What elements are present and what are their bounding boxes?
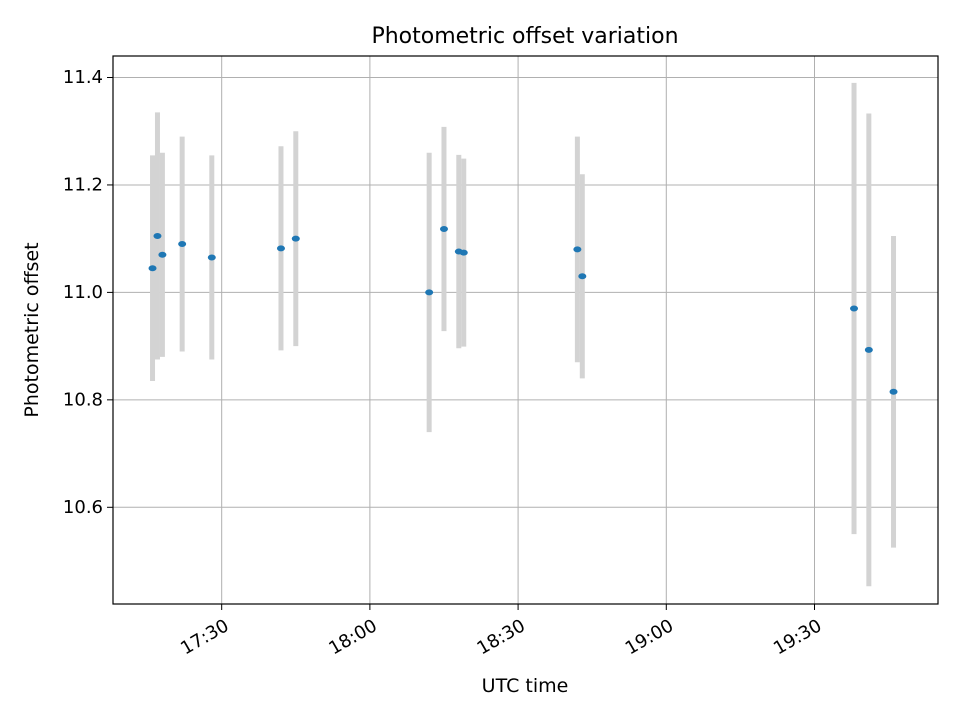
x-axis-label: UTC time xyxy=(482,675,569,697)
data-point xyxy=(578,273,587,280)
data-point xyxy=(459,249,468,256)
y-tick-label: 11.2 xyxy=(63,174,103,195)
y-tick-label: 11.4 xyxy=(63,67,103,88)
data-point xyxy=(291,235,300,242)
point-layer xyxy=(148,225,898,395)
grid-layer xyxy=(113,56,938,604)
data-point xyxy=(425,289,434,296)
chart-title: Photometric offset variation xyxy=(371,24,678,49)
data-point xyxy=(178,241,187,248)
data-point xyxy=(573,246,582,253)
data-point xyxy=(158,251,167,258)
y-tick-label: 11.0 xyxy=(63,282,103,303)
y-tick-label: 10.6 xyxy=(63,497,103,518)
data-point xyxy=(850,305,859,312)
y-axis-label: Photometric offset xyxy=(21,242,43,417)
data-point xyxy=(864,346,873,353)
data-point xyxy=(148,265,157,272)
plot-frame xyxy=(112,55,939,605)
data-point xyxy=(276,245,285,252)
data-point xyxy=(207,254,216,261)
data-point xyxy=(889,388,898,395)
y-tick-label: 10.8 xyxy=(63,389,103,410)
data-point xyxy=(153,232,162,239)
data-point xyxy=(439,225,448,232)
